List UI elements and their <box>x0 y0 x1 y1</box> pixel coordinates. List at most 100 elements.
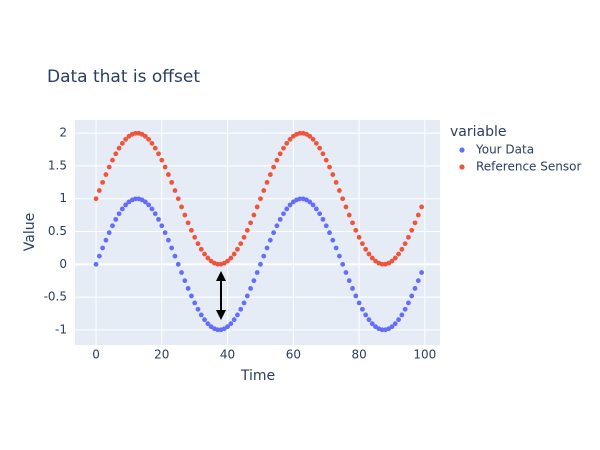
y-tick-label: 1.5 <box>48 158 67 172</box>
x-tick-label: 40 <box>220 348 235 362</box>
y-tick-label: 0 <box>59 257 67 271</box>
data-point <box>235 246 240 252</box>
data-point <box>258 261 263 267</box>
data-point <box>179 204 184 210</box>
data-point <box>356 234 362 240</box>
data-point <box>409 293 415 299</box>
data-point <box>346 212 352 218</box>
data-point <box>179 270 184 275</box>
data-point <box>192 234 198 240</box>
data-point <box>412 286 418 291</box>
data-point <box>202 251 207 257</box>
data-point <box>172 188 178 193</box>
data-point <box>271 230 277 236</box>
data-point <box>261 253 267 259</box>
data-point <box>267 172 273 177</box>
data-point <box>356 300 362 306</box>
data-point <box>317 145 323 151</box>
data-point <box>366 251 372 257</box>
y-tick-label: 1 <box>59 191 67 205</box>
data-point <box>412 220 418 226</box>
data-point <box>350 286 355 291</box>
data-point <box>419 270 424 275</box>
data-point <box>264 179 270 185</box>
data-point <box>192 300 198 306</box>
data-point <box>271 164 277 170</box>
data-point <box>419 204 424 210</box>
data-point <box>307 199 313 205</box>
data-point <box>396 317 401 323</box>
data-point <box>343 270 349 275</box>
data-point <box>369 255 375 261</box>
data-point <box>119 140 125 146</box>
data-point <box>225 324 230 330</box>
data-point <box>251 212 257 218</box>
data-point <box>277 151 283 157</box>
data-point <box>402 306 408 312</box>
data-point <box>389 258 395 264</box>
data-point <box>310 202 316 208</box>
data-point <box>369 321 375 327</box>
data-point <box>317 211 323 217</box>
data-point <box>100 245 106 251</box>
data-point <box>415 212 421 218</box>
y-tick-label: -0.5 <box>44 290 67 304</box>
data-point <box>297 196 303 202</box>
data-point <box>162 230 168 236</box>
data-point <box>231 317 237 323</box>
data-point <box>310 136 316 142</box>
data-point <box>185 220 191 226</box>
data-point <box>238 241 244 247</box>
x-axis-title: Time <box>240 368 275 384</box>
data-point <box>340 196 346 202</box>
data-point <box>169 179 175 185</box>
x-tick-label: 100 <box>413 348 436 362</box>
data-point <box>198 246 204 252</box>
data-point <box>152 211 158 217</box>
data-point <box>142 133 148 139</box>
data-point <box>165 172 171 177</box>
data-point <box>313 140 319 146</box>
data-point <box>350 220 355 226</box>
data-point <box>228 321 234 327</box>
legend-label: Your Data <box>475 143 534 157</box>
data-point <box>93 196 99 202</box>
x-tick-label: 20 <box>154 348 169 362</box>
data-point <box>277 216 283 222</box>
data-point <box>96 253 102 259</box>
data-point <box>159 157 165 163</box>
data-point <box>103 172 109 177</box>
data-point <box>340 261 346 267</box>
data-point <box>330 237 336 243</box>
data-point <box>353 227 359 233</box>
data-point <box>333 179 339 185</box>
y-tick-label: 0.5 <box>48 224 67 238</box>
data-point <box>142 199 148 205</box>
data-point <box>93 261 99 267</box>
data-point <box>284 140 290 146</box>
data-point <box>202 317 207 323</box>
data-point <box>116 211 122 217</box>
data-point <box>327 230 332 236</box>
data-point <box>258 196 263 202</box>
data-point <box>379 261 385 267</box>
data-point <box>402 241 408 247</box>
data-point <box>392 255 398 261</box>
data-point <box>116 145 122 151</box>
data-point <box>189 293 194 299</box>
data-point <box>110 157 115 163</box>
data-point <box>366 317 372 323</box>
data-point <box>267 237 273 243</box>
data-point <box>162 164 168 170</box>
data-point <box>284 206 290 212</box>
data-point <box>330 172 336 177</box>
data-point <box>248 220 253 226</box>
data-point <box>251 278 257 284</box>
data-point <box>379 327 385 333</box>
data-point <box>205 255 211 261</box>
data-point <box>343 204 349 210</box>
data-point <box>231 251 237 257</box>
data-point <box>359 306 365 312</box>
data-point <box>333 245 339 251</box>
data-point <box>235 312 240 318</box>
